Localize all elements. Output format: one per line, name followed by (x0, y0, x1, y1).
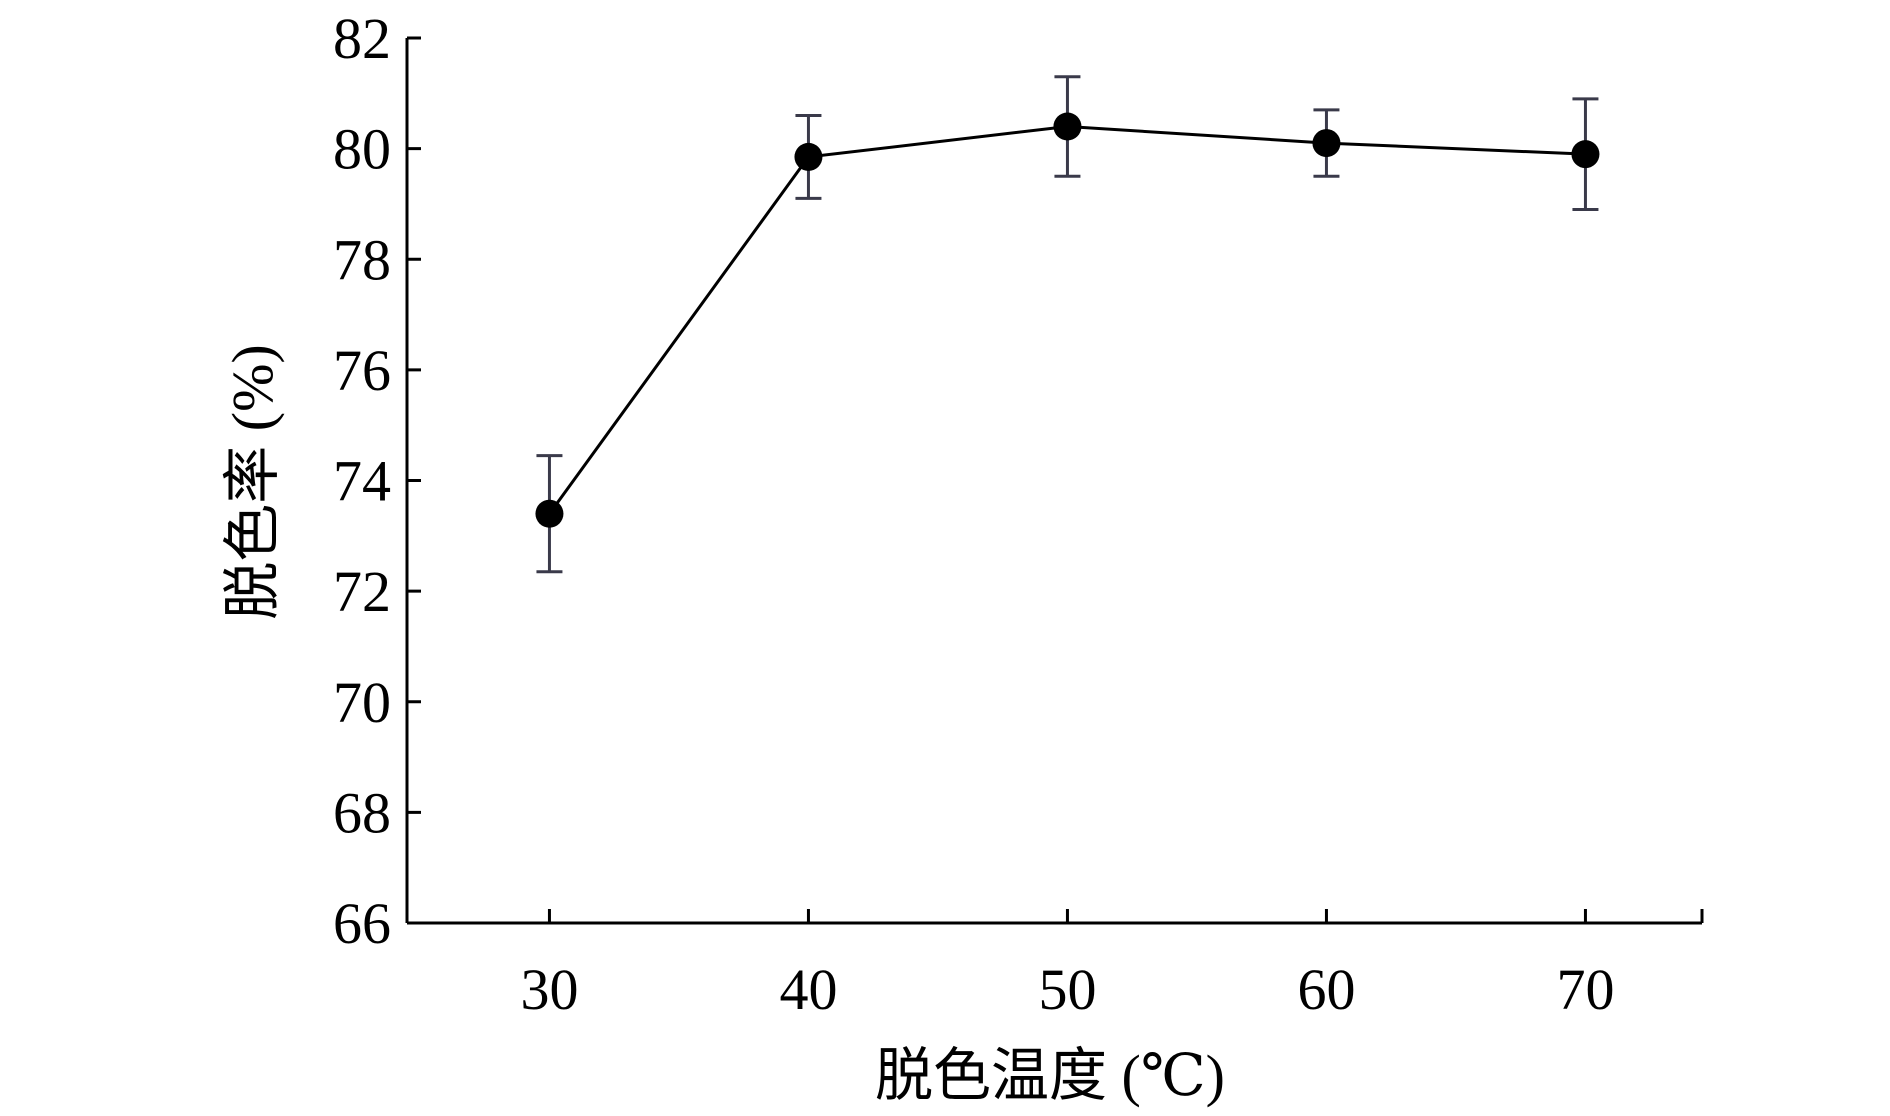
data-point (535, 499, 564, 528)
y-tick-label: 78 (333, 227, 391, 292)
x-tick-label: 70 (1556, 957, 1614, 1022)
y-tick-label: 68 (333, 780, 391, 845)
series-layer (548, 124, 1586, 515)
x-tick-label: 40 (779, 957, 837, 1022)
data-point (794, 142, 823, 171)
y-tick-label: 76 (333, 338, 391, 403)
y-tick-label: 70 (333, 670, 391, 735)
x-axis-title: 脱色温度 (℃) (875, 1043, 1225, 1108)
y-tick-label: 72 (333, 559, 391, 624)
ticks: 66 68 70 72 74 76 78 80 82 30 40 50 60 70 (333, 6, 1704, 1022)
y-tick-label: 74 (333, 449, 391, 514)
y-tick-label: 82 (333, 6, 391, 71)
data-point (1053, 112, 1082, 141)
data-point (1571, 140, 1600, 169)
x-tick-label: 60 (1297, 957, 1355, 1022)
data-point (1312, 129, 1341, 158)
y-tick-label: 80 (333, 117, 391, 182)
markers (535, 112, 1600, 528)
series-line (548, 124, 1586, 515)
x-tick-label: 50 (1038, 957, 1096, 1022)
error-bars (536, 75, 1599, 574)
x-tick-label: 30 (520, 957, 578, 1022)
y-axis-title: 脱色率 (%) (220, 344, 285, 619)
axes (405, 38, 1702, 925)
y-tick-label: 66 (333, 891, 391, 956)
